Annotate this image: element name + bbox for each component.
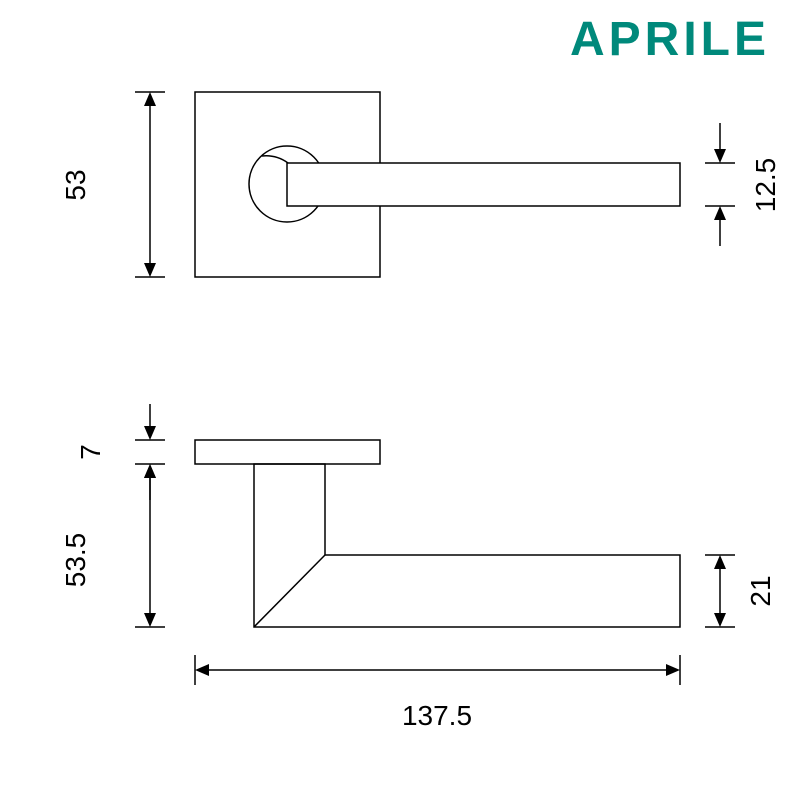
lever-top: [287, 163, 680, 206]
dim-base-thickness-label: 7: [75, 444, 106, 460]
technical-drawing: APRILE 53 12.5: [0, 0, 800, 800]
dim-side-lever-height: 21: [705, 555, 776, 627]
dim-side-total-height-label: 53.5: [60, 533, 91, 588]
dim-rose-height-label: 53: [60, 169, 91, 200]
dim-rose-height: 53: [60, 92, 165, 277]
dim-total-width: 137.5: [195, 655, 680, 731]
dim-side-lever-height-label: 21: [745, 575, 776, 606]
brand-logo: APRILE: [570, 13, 770, 66]
side-base-plate: [195, 440, 380, 464]
dim-total-width-label: 137.5: [402, 700, 472, 731]
dim-lever-thickness-top: 12.5: [705, 123, 781, 246]
dim-lever-thickness-top-label: 12.5: [750, 158, 781, 213]
side-lever-profile: [254, 464, 680, 627]
side-inner-diagonal: [254, 555, 325, 627]
top-view: 53 12.5: [60, 92, 781, 277]
side-view: 7 53.5 21 137.5: [60, 404, 776, 731]
dim-base-thickness: 7: [75, 404, 165, 500]
dim-side-total-height: 53.5: [60, 464, 165, 627]
hub-detail-arc: [262, 156, 288, 163]
